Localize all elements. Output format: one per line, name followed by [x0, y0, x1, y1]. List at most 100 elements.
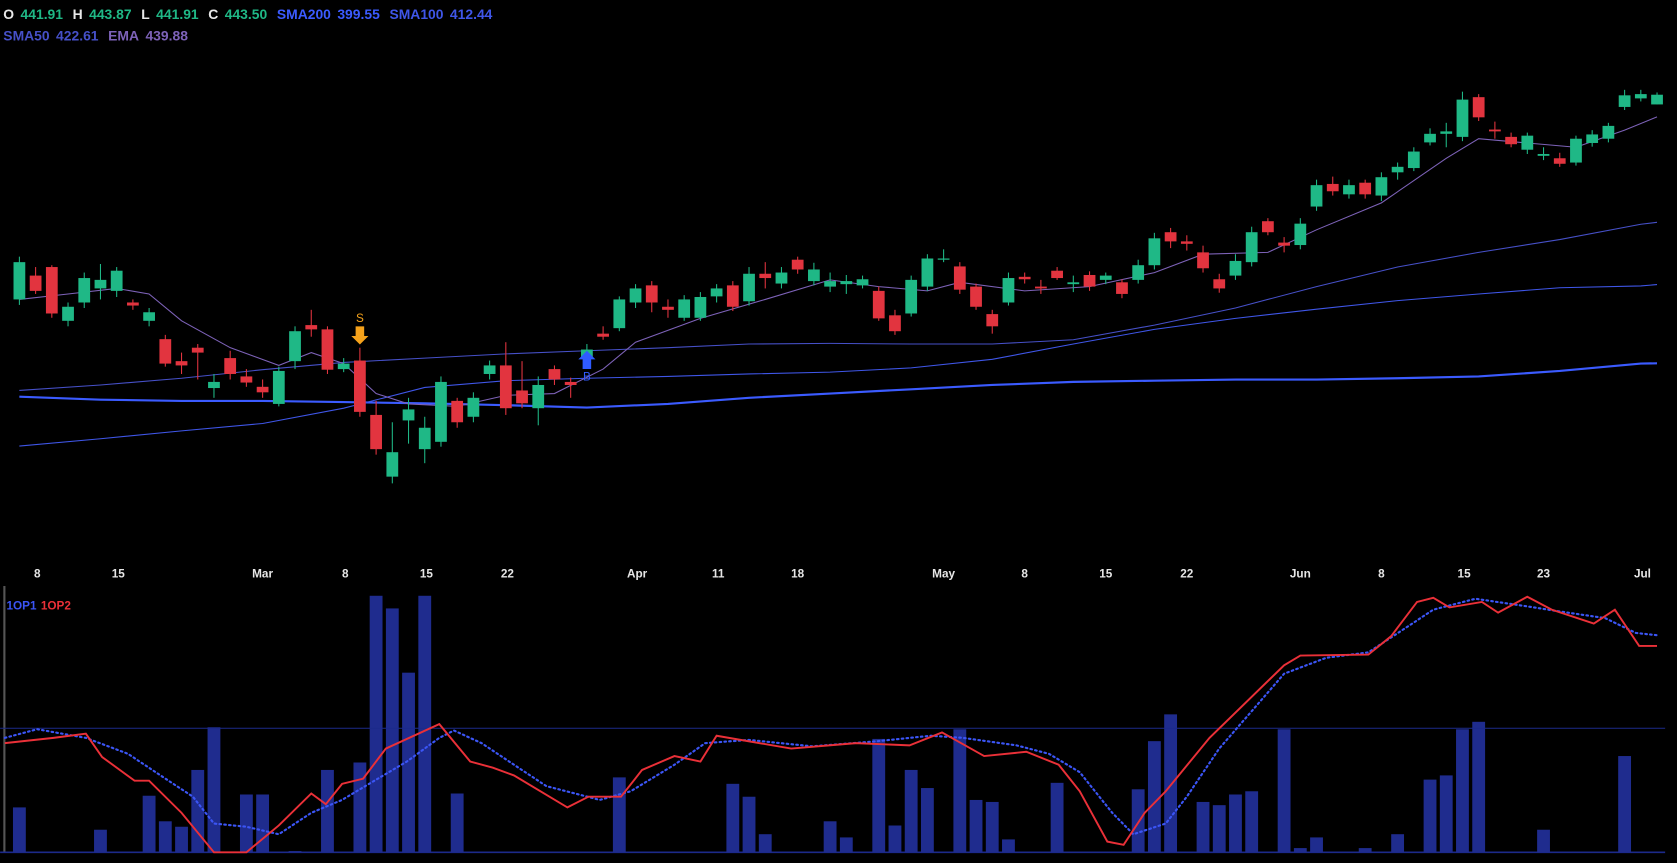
candle-body [1116, 282, 1128, 294]
candle-body [953, 266, 966, 290]
candle-body [1472, 97, 1485, 118]
legend-name: 1OP1 [7, 599, 38, 612]
candle-body [970, 286, 982, 307]
candle-body [62, 306, 74, 321]
candle-body [127, 302, 139, 306]
candle-body [1359, 182, 1372, 195]
candle-body [1229, 260, 1242, 276]
volume-bar [369, 595, 383, 853]
candle-body [451, 400, 464, 423]
candle-body [1051, 270, 1063, 279]
volume-bar [1229, 794, 1242, 853]
candle-body [1343, 185, 1355, 195]
candle-body [662, 306, 674, 310]
volume-bar [1050, 782, 1064, 853]
legend-name: EMA [108, 27, 139, 43]
candle-body [78, 278, 91, 303]
volume-bar [1277, 729, 1291, 853]
volume-bar [758, 834, 772, 853]
candle-body [548, 369, 561, 380]
volume-bar [726, 783, 740, 853]
volume-bar [1164, 714, 1178, 853]
candle-body [1553, 158, 1566, 164]
candle-body [1148, 238, 1161, 266]
candle-body [45, 267, 58, 314]
volume-bar [418, 595, 432, 853]
candle-body [905, 279, 918, 314]
volume-bar [1618, 756, 1632, 853]
volume-bar [142, 795, 156, 853]
candle-body [1132, 265, 1145, 280]
x-tick-label: Mar [252, 567, 273, 580]
indicator-line [19, 221, 1658, 391]
volume-bar [1196, 801, 1210, 853]
legend-value: 443.87 [89, 6, 132, 22]
legend: SMA50 422.61 EMA 439.88 [3, 27, 188, 43]
legend: 1OP1 1OP2 [7, 599, 72, 612]
candle-body [1634, 94, 1647, 99]
indicator-line [19, 362, 1658, 409]
x-tick-label: 15 [1099, 567, 1113, 580]
candle-body [1164, 232, 1177, 242]
legend-value: 443.50 [225, 6, 268, 22]
volume-bar [288, 851, 302, 853]
candle-body [743, 273, 755, 302]
x-tick-label: May [932, 567, 955, 580]
volume-bar [1147, 741, 1161, 853]
candle-body [1002, 278, 1015, 303]
x-tick-label: 22 [501, 567, 515, 580]
volume-bar [1423, 779, 1437, 853]
candle-body [29, 275, 42, 291]
candle-body [321, 329, 334, 370]
candle-body [386, 452, 399, 477]
candle-body [483, 365, 496, 374]
candle-body [1440, 131, 1453, 134]
legend-key: H [73, 6, 83, 22]
volume-bar [823, 821, 837, 853]
candle-body [564, 381, 577, 385]
legend-name: 1OP2 [41, 599, 72, 612]
candle-body [256, 386, 269, 393]
candle-body [726, 285, 739, 307]
candle-body [1505, 136, 1517, 145]
candle-body [597, 333, 609, 337]
candle-body [208, 381, 220, 389]
candle-body [1456, 99, 1469, 137]
candle-body [1018, 276, 1031, 280]
legend-name: SMA200 [277, 6, 331, 22]
candle-body [467, 397, 480, 417]
legend-name: SMA50 [3, 27, 50, 43]
candle-body [224, 358, 237, 374]
candle-body [1245, 232, 1258, 263]
volume-bar [353, 762, 367, 853]
volume-bar [612, 777, 626, 853]
volume-bar [191, 769, 205, 853]
candle-body [1213, 279, 1226, 289]
candle-body [710, 288, 723, 297]
candle-body [1375, 177, 1388, 196]
volume-bar [1391, 834, 1405, 853]
candle-body [1586, 134, 1599, 143]
candle-body [694, 296, 707, 318]
legend-value: 441.91 [156, 6, 199, 22]
candle-body [143, 312, 155, 321]
candle-body [1537, 153, 1550, 156]
volume-bar [1456, 729, 1469, 853]
candle-body [1391, 166, 1404, 173]
x-tick-label: Apr [627, 567, 648, 580]
volume-bar [12, 807, 26, 853]
candle-body [272, 370, 285, 404]
candle-body [337, 363, 350, 370]
legend: O 441.91 H 443.87 L 441.91 C 443.50 SMA200 399.55… [3, 6, 492, 22]
volume-bar [1472, 721, 1486, 853]
candle-body [435, 381, 447, 442]
legend-name: SMA100 [389, 6, 443, 22]
candle-body [1521, 135, 1534, 150]
volume-bar [158, 821, 172, 853]
legend-value: 441.91 [21, 6, 64, 22]
volume-bar [256, 794, 270, 853]
candle-body [1294, 223, 1307, 246]
volume-bar [207, 727, 221, 853]
